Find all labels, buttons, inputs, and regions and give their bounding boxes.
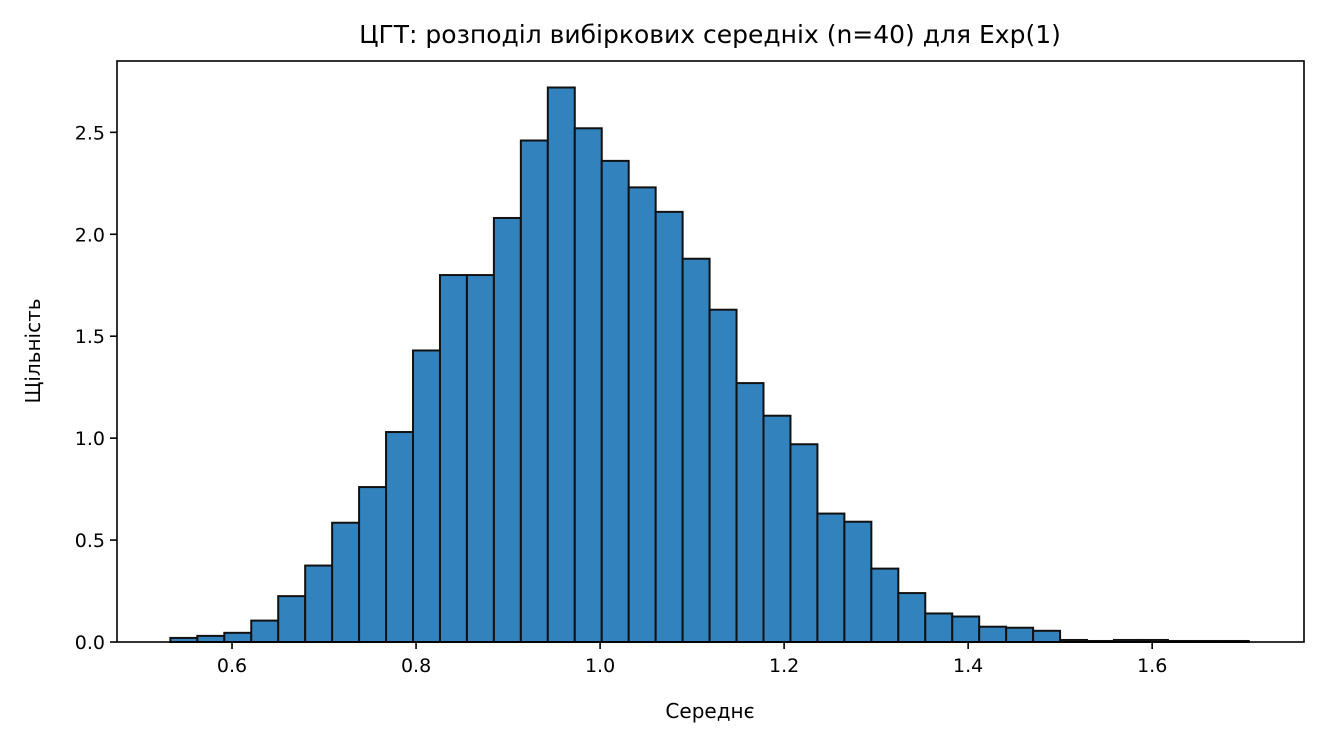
histogram-bar <box>358 486 388 644</box>
histogram-bar <box>735 382 765 643</box>
x-tick-label: 1.4 <box>953 655 983 677</box>
histogram-bar <box>304 564 334 643</box>
histogram-bar <box>412 349 441 643</box>
histogram-bar <box>978 625 1008 643</box>
x-axis-ticks: 0.6 0.8 1.0 1.2 1.4 1.6 <box>217 642 1167 677</box>
histogram-bar <box>250 619 280 643</box>
histogram-bar <box>519 139 549 644</box>
histogram-bar <box>196 634 226 644</box>
x-tick-label: 1.2 <box>769 655 799 677</box>
histogram-bar <box>816 512 846 643</box>
y-tick-label: 0.5 <box>75 530 105 552</box>
histogram-bar <box>681 257 711 643</box>
plot-area-frame <box>116 60 1305 643</box>
x-tick-label: 0.6 <box>217 655 247 677</box>
histogram-bar <box>438 274 468 643</box>
bars-group <box>169 86 1250 644</box>
histogram-bar <box>546 86 576 643</box>
y-axis-label: Щільність <box>21 298 45 403</box>
x-tick-label: 0.8 <box>401 655 431 677</box>
histogram-bar <box>897 592 927 643</box>
y-tick-label: 1.0 <box>75 428 105 450</box>
y-tick-label: 2.5 <box>75 122 105 144</box>
histogram-bar <box>654 210 684 643</box>
histogram-bar <box>277 595 307 644</box>
histogram-bar <box>789 443 819 643</box>
y-axis-ticks: 0.0 0.5 1.0 1.5 2.0 2.5 <box>75 122 117 654</box>
chart-title: ЦГТ: розподіл вибіркових середніх (n=40)… <box>359 20 1061 49</box>
histogram-bar <box>573 127 603 643</box>
x-tick-label: 1.0 <box>585 655 615 677</box>
histogram-bar <box>600 159 630 643</box>
histogram-bar <box>1032 629 1062 643</box>
y-tick-label: 1.5 <box>75 326 105 348</box>
histogram-bar <box>385 431 415 643</box>
x-tick-label: 1.6 <box>1137 655 1167 677</box>
x-axis-label: Середнє <box>665 699 754 723</box>
y-tick-label: 2.0 <box>75 224 105 246</box>
histogram-bar <box>223 631 253 643</box>
histogram-bar <box>762 414 792 643</box>
histogram-bar <box>465 274 495 643</box>
histogram-bar <box>870 567 900 644</box>
histogram-bar <box>627 186 657 643</box>
y-tick-label: 0.0 <box>75 632 105 654</box>
histogram-bar <box>1005 626 1035 643</box>
histogram-bar <box>331 521 361 644</box>
histogram-bar <box>924 612 954 644</box>
histogram-bar <box>708 308 738 643</box>
histogram-bar <box>843 520 873 643</box>
histogram-bar <box>951 615 981 643</box>
histogram-bar <box>492 216 522 643</box>
